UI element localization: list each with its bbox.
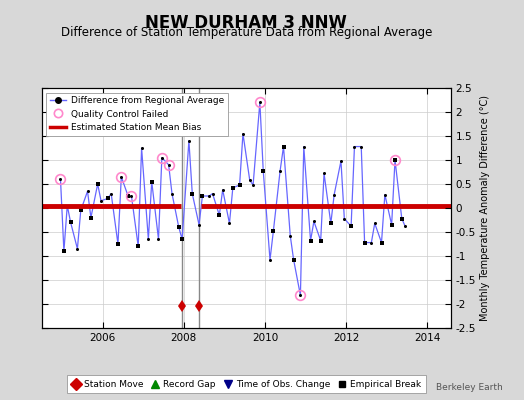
Y-axis label: Monthly Temperature Anomaly Difference (°C): Monthly Temperature Anomaly Difference (…: [480, 95, 490, 321]
Text: NEW DURHAM 3 NNW: NEW DURHAM 3 NNW: [145, 14, 347, 32]
Text: Berkeley Earth: Berkeley Earth: [436, 383, 503, 392]
Text: Difference of Station Temperature Data from Regional Average: Difference of Station Temperature Data f…: [61, 26, 432, 39]
Legend: Difference from Regional Average, Quality Control Failed, Estimated Station Mean: Difference from Regional Average, Qualit…: [47, 92, 227, 136]
Legend: Station Move, Record Gap, Time of Obs. Change, Empirical Break: Station Move, Record Gap, Time of Obs. C…: [67, 376, 425, 394]
